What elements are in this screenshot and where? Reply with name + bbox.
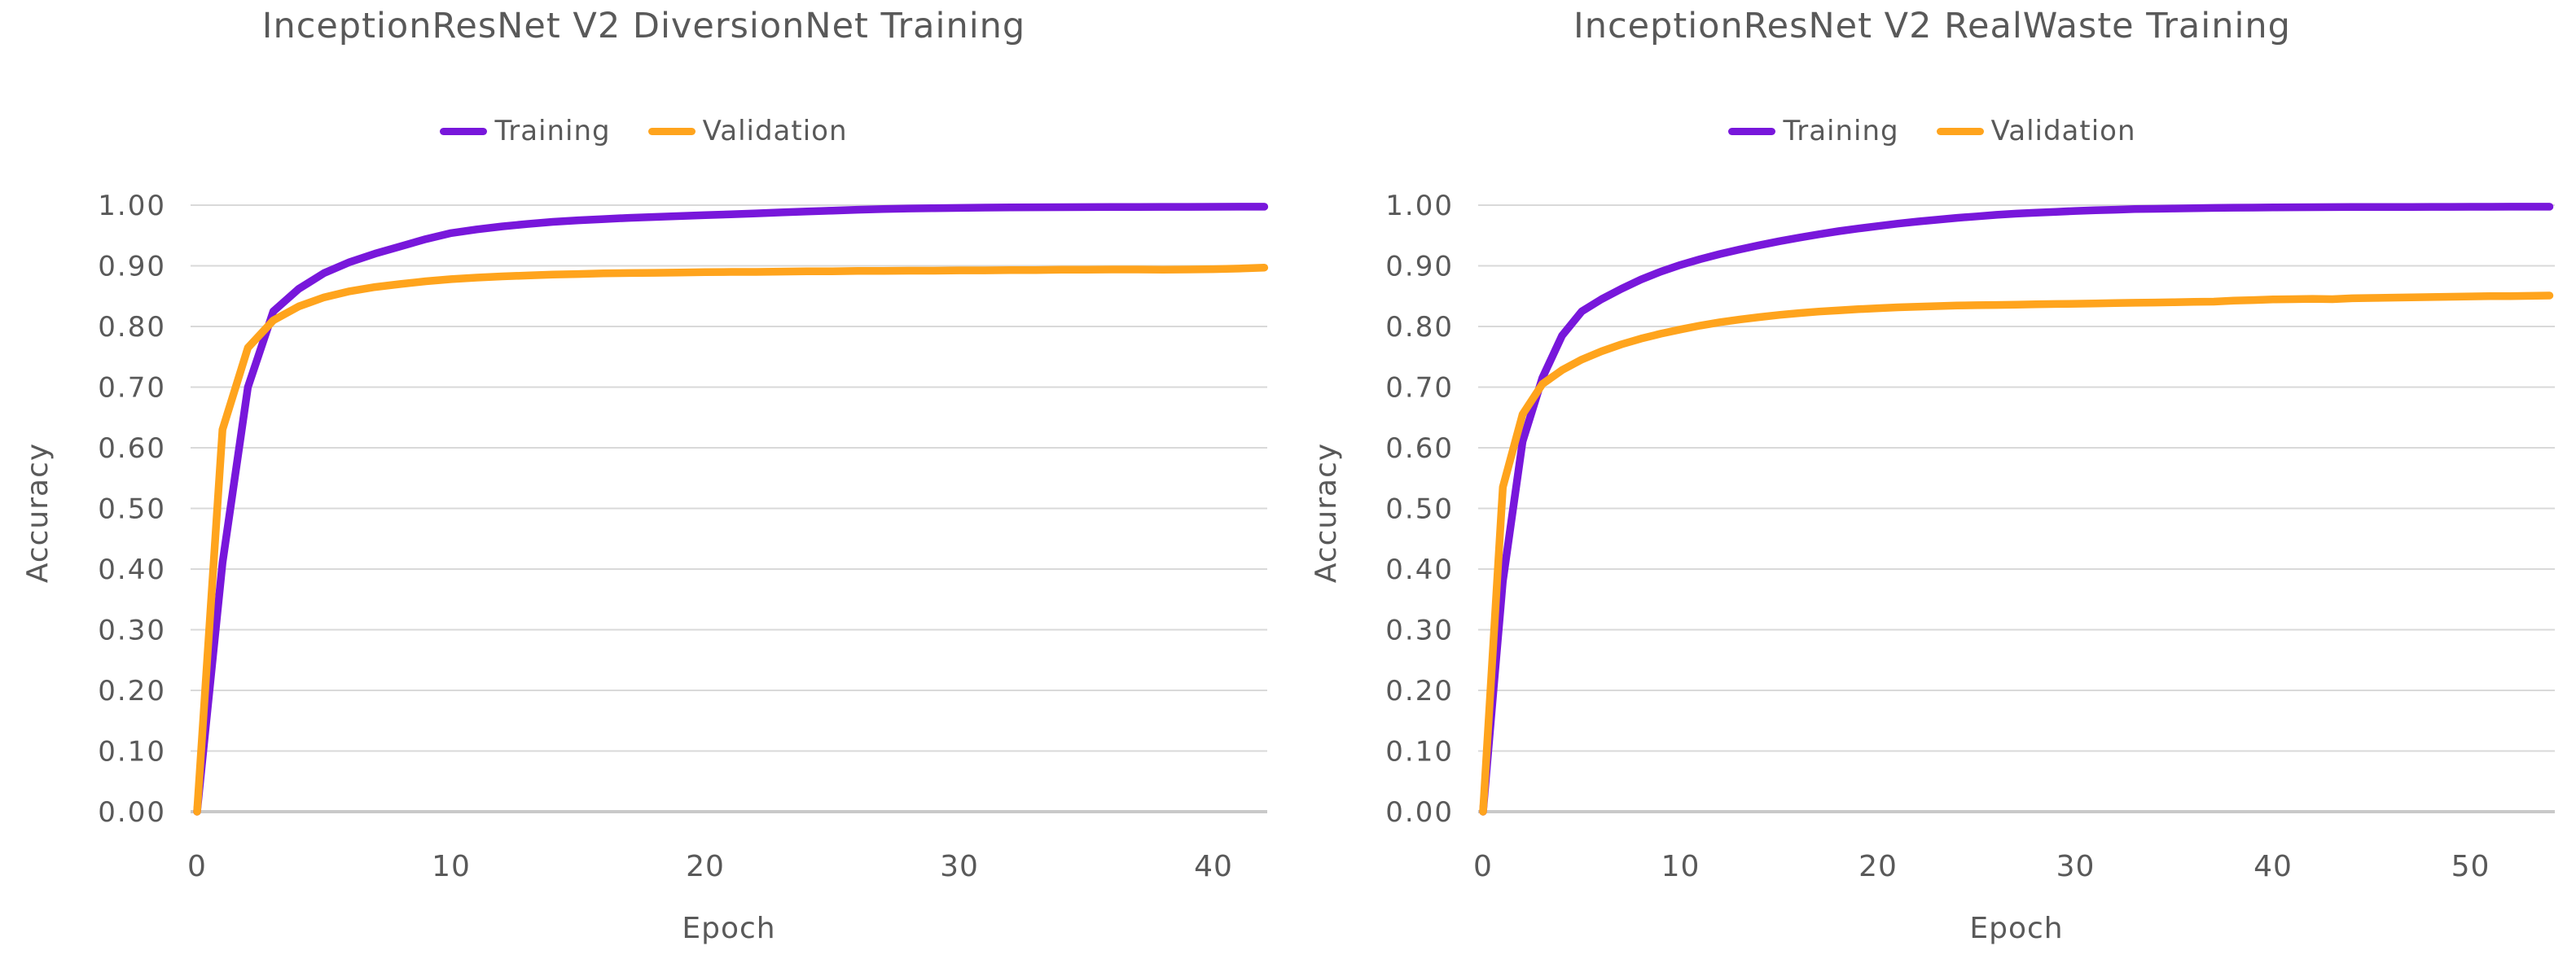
- legend-item-training: Training: [440, 115, 610, 147]
- legend: Training Validation: [0, 115, 1288, 147]
- training-line-swatch: [440, 127, 488, 135]
- y-axis-title: Accuracy: [21, 443, 55, 583]
- y-tick-label: 0.90: [98, 251, 166, 283]
- chart-realwaste: InceptionResNet V2 RealWaste Training Tr…: [1288, 0, 2576, 968]
- training-curve: [1479, 203, 2554, 816]
- x-tick-label: 20: [1858, 850, 1898, 883]
- plot-area: 0.00 0.10 0.20 0.30 0.40 0.50 0.60 0.70 0.80 0.90…: [21, 190, 1269, 945]
- x-tick-label: 30: [940, 850, 979, 883]
- legend-label-training: Training: [494, 115, 611, 147]
- y-tick-label: 0.30: [98, 615, 166, 647]
- y-tick-label: 0.10: [1385, 736, 1454, 769]
- x-tick-label: 10: [432, 850, 471, 883]
- y-tick-label: 0.10: [98, 736, 166, 769]
- plot-area: 0.00 0.10 0.20 0.30 0.40 0.50 0.60 0.70 0.80 0.90…: [1310, 190, 2555, 945]
- validation-curve: [193, 263, 1269, 816]
- legend-item-training: Training: [1728, 115, 1898, 147]
- y-tick-label: 0.20: [1385, 675, 1454, 707]
- y-tick-label: 0.50: [98, 493, 166, 526]
- validation-curve: [1479, 291, 2554, 816]
- training-curve: [193, 203, 1269, 816]
- y-tick-label: 0.30: [1385, 615, 1454, 647]
- x-tick-label: 0: [187, 850, 207, 883]
- y-tick-label: 0.60: [1385, 432, 1454, 465]
- training-line-swatch: [1728, 127, 1776, 135]
- legend: Training Validation: [1288, 115, 2576, 147]
- x-tick-label: 40: [1194, 850, 1233, 883]
- y-tick-label: 0.80: [98, 311, 166, 344]
- y-tick-label: 0.70: [98, 372, 166, 405]
- y-tick-label: 0.60: [98, 432, 166, 465]
- y-tick-label: 0.00: [1385, 796, 1454, 829]
- y-tick-label: 0.90: [1385, 251, 1454, 283]
- y-tick-label: 0.00: [98, 796, 166, 829]
- chart-diversionnet: InceptionResNet V2 DiversionNet Training…: [0, 6, 1288, 945]
- y-tick-label: 0.20: [98, 675, 166, 707]
- y-tick-label: 1.00: [98, 190, 166, 222]
- legend-label-validation: Validation: [1990, 115, 2136, 147]
- y-tick-label: 0.50: [1385, 493, 1454, 526]
- x-tick-label: 10: [1661, 850, 1701, 883]
- x-tick-label: 0: [1473, 850, 1493, 883]
- x-tick-label: 20: [686, 850, 725, 883]
- x-tick-label: 50: [2451, 850, 2490, 883]
- legend-label-validation: Validation: [702, 115, 848, 147]
- x-axis-title: Epoch: [1969, 912, 2063, 945]
- y-tick-label: 0.70: [1385, 372, 1454, 405]
- y-axis-title: Accuracy: [1310, 443, 1343, 583]
- x-tick-label: 30: [2056, 850, 2095, 883]
- validation-line-swatch: [1936, 127, 1984, 135]
- legend-item-validation: Validation: [1936, 115, 2136, 147]
- y-tick-label: 0.80: [1385, 311, 1454, 344]
- legend-label-training: Training: [1783, 115, 1899, 147]
- x-axis-title: Epoch: [682, 912, 775, 945]
- y-tick-label: 0.40: [98, 554, 166, 586]
- y-tick-label: 0.40: [1385, 554, 1454, 586]
- chart-title: InceptionResNet V2 RealWaste Training: [1573, 6, 2291, 46]
- chart-title: InceptionResNet V2 DiversionNet Training: [261, 6, 1026, 46]
- validation-line-swatch: [647, 127, 696, 135]
- legend-item-validation: Validation: [647, 115, 848, 147]
- x-tick-label: 40: [2253, 850, 2293, 883]
- y-tick-label: 1.00: [1385, 190, 1454, 222]
